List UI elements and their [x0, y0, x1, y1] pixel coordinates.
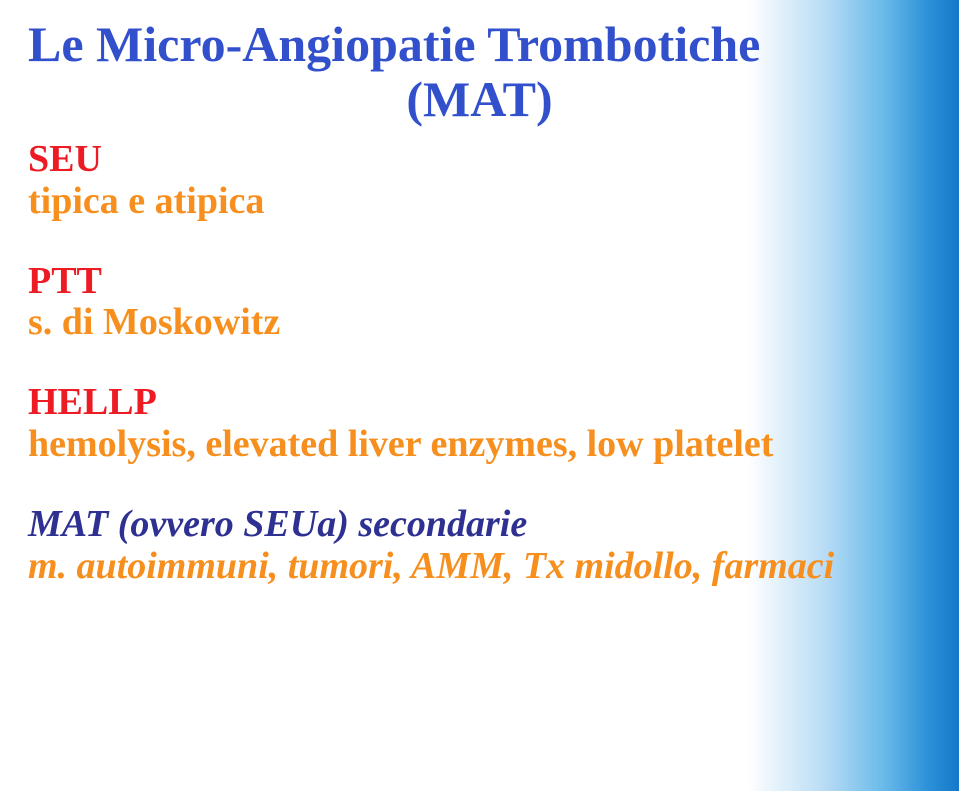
group-header: PTT	[28, 261, 931, 303]
group-header: SEU	[28, 139, 931, 181]
group-hellp: HELLP hemolysis, elevated liver enzymes,…	[28, 382, 931, 466]
slide-title-line1: Le Micro-Angiopatie Trombotiche	[28, 18, 931, 71]
slide-container: Le Micro-Angiopatie Trombotiche (MAT) SE…	[0, 0, 959, 791]
group-seu: SEU tipica e atipica	[28, 139, 931, 223]
slide-content: SEU tipica e atipica PTT s. di Moskowitz…	[28, 139, 931, 587]
slide-title-line2: (MAT)	[28, 73, 931, 126]
group-header: HELLP	[28, 382, 931, 424]
group-sub: s. di Moskowitz	[28, 302, 931, 344]
group-sub: tipica e atipica	[28, 181, 931, 223]
macro-title: MAT (ovvero SEUa) secondarie	[28, 504, 931, 546]
group-macro: MAT (ovvero SEUa) secondarie m. autoimmu…	[28, 504, 931, 588]
macro-sub: m. autoimmuni, tumori, AMM, Tx midollo, …	[28, 546, 931, 588]
group-ptt: PTT s. di Moskowitz	[28, 261, 931, 345]
group-sub: hemolysis, elevated liver enzymes, low p…	[28, 424, 931, 466]
